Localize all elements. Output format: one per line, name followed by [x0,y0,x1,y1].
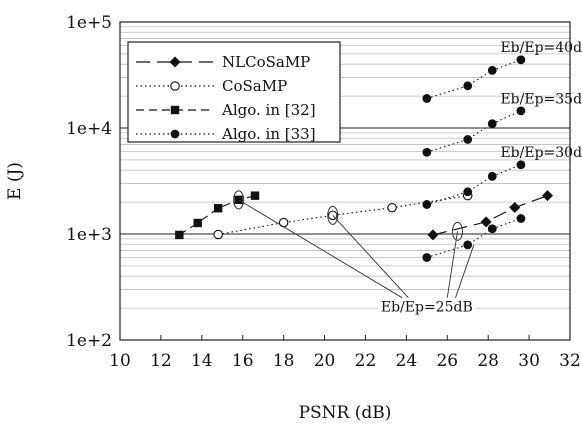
data-point [250,191,260,200]
annotation-label: Eb/Ep=35dB [500,92,582,108]
data-point [463,81,473,91]
annotations: Eb/Ep=40dB Eb/Ep=35dB Eb/Ep=30dB Eb/Ep=25dB [233,40,582,317]
data-point [427,229,439,241]
x-tick-label: 24 [396,351,418,371]
ticks: 10 12 14 16 18 20 22 24 26 28 30 32 1e+2 1e+3 1e+4 1e+5 [66,13,581,371]
leader-line [332,215,409,299]
annotation-label: Eb/Ep=25dB [381,300,473,316]
data-point [509,201,521,213]
data-point [278,217,289,228]
data-point [516,160,526,170]
x-tick-label: 22 [355,351,377,371]
y-tick-label: 1e+3 [66,225,112,245]
x-tick-label: 16 [232,351,254,371]
legend-marker [170,129,180,139]
x-tick-label: 18 [273,351,295,371]
legend-label: NLCoSaMP [222,53,310,71]
data-point [463,135,473,144]
series-line [179,195,256,236]
leader-line [455,244,475,298]
data-point [422,200,432,209]
data-point [213,204,223,213]
series-line [218,195,468,236]
leader-line [238,199,403,299]
annotation-bg [377,298,476,317]
legend-marker [169,56,181,68]
legend-label: Algo. in [32] [221,101,316,119]
legend-item: Algo. in [33] [136,125,316,143]
data-point [487,224,497,234]
x-tick-label: 28 [477,351,499,371]
x-tick-label: 26 [436,351,458,371]
data-point [480,216,492,228]
data-point [387,202,397,213]
plot-frame [119,21,571,341]
series-4 [422,160,526,209]
series-3 [422,214,526,262]
data-point [463,187,473,197]
y-tick-label: 1e+2 [66,331,112,351]
series-6 [422,55,526,103]
x-tick-label: 14 [191,351,213,371]
data-point [422,94,432,103]
legend-marker [170,105,180,115]
legend-marker [170,81,180,91]
leader-line [446,231,458,298]
x-tick-label: 12 [150,351,172,371]
x-tick-label: 10 [109,351,131,371]
data-point [193,218,202,228]
data-point [213,229,223,240]
legend-item: CoSaMP [136,77,287,95]
annotation-label: Eb/Ep=40dB [500,40,582,56]
x-tick-label: 30 [518,351,540,371]
legend-item: Algo. in [32] [136,101,316,119]
data-point [175,230,184,240]
data-point [487,65,497,75]
data-point [463,240,473,250]
data-point [516,214,526,223]
legend: NLCoSaMP CoSaMP Algo. in [32] Algo. in [33] [127,41,341,143]
x-axis-label: PSNR (dB) [299,403,392,423]
y-tick-label: 1e+4 [66,119,112,139]
legend-item: NLCoSaMP [136,53,310,71]
highlight-ellipse [327,205,339,225]
data-point [487,119,497,129]
legend-label: Algo. in [33] [221,125,316,143]
y-tick-label: 1e+5 [66,13,112,33]
series-0 [427,190,553,241]
data-point [487,171,497,181]
annotation-label: Eb/Ep=30dB [500,145,582,161]
series-5 [422,106,526,157]
y-axis-label: E (J) [5,162,25,200]
legend-box [127,41,341,143]
highlight-ellipse [452,221,463,241]
series [175,55,553,262]
series-line [432,195,548,236]
data-point [516,55,526,65]
data-point [422,147,432,157]
highlight-ellipse [233,190,245,210]
data-point [516,106,526,116]
x-tick-label: 32 [559,351,581,371]
legend-label: CoSaMP [222,77,287,95]
data-point [542,190,553,202]
x-tick-label: 20 [314,351,336,371]
series-line [426,164,522,206]
data-point [422,253,432,262]
